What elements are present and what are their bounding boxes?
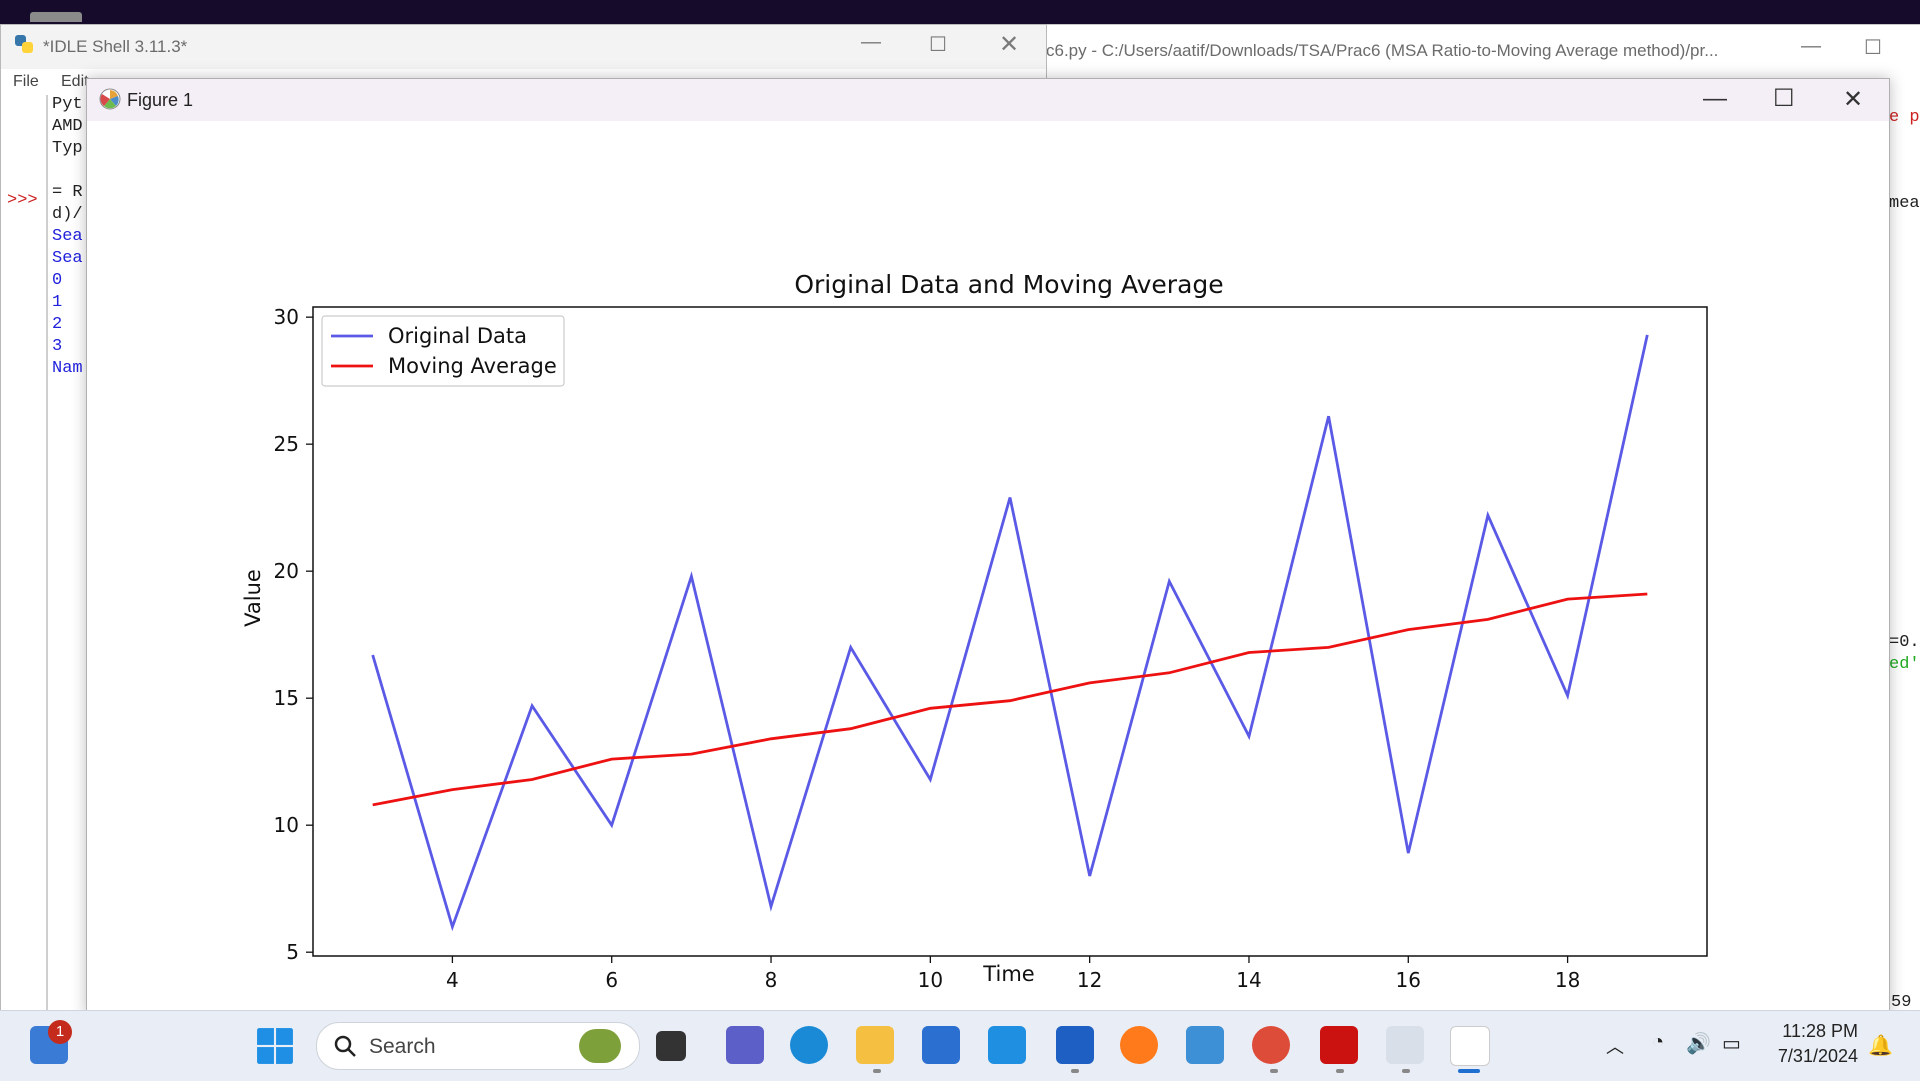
legend-label: Moving Average	[388, 354, 557, 378]
chart-area: Original Data and Moving Average Time Va…	[87, 121, 1887, 1013]
editor-code-fragment: mea	[1889, 194, 1920, 213]
notification-bell-icon[interactable]: 🔔	[1868, 1033, 1893, 1058]
figure-close-button[interactable]: ✕	[1843, 85, 1863, 114]
teams-icon[interactable]	[726, 1026, 764, 1064]
legend-label: Original Data	[388, 324, 527, 348]
editor-code-fragment: =0.	[1889, 633, 1920, 652]
shell-output-line: 2	[52, 315, 62, 334]
firefox-icon[interactable]	[1120, 1026, 1158, 1064]
shell-output-line: 3	[52, 337, 62, 356]
idle-title: *IDLE Shell 3.11.3*	[43, 37, 187, 57]
y-tick-label: 30	[274, 305, 299, 329]
edge-icon[interactable]	[790, 1026, 828, 1064]
start-icon[interactable]	[256, 1027, 294, 1065]
search-box[interactable]: Search	[316, 1022, 640, 1070]
editor-minimize-button[interactable]: —	[1801, 35, 1821, 58]
running-indicator	[1270, 1069, 1278, 1073]
search-icon	[333, 1034, 357, 1058]
active-indicator	[1458, 1069, 1480, 1073]
x-tick-label: 4	[446, 968, 459, 992]
file-explorer-icon[interactable]	[856, 1026, 894, 1064]
x-tick-label: 6	[605, 968, 618, 992]
editor-code-fragment: ed'	[1889, 655, 1920, 674]
shell-prompt: >>>	[7, 191, 38, 210]
avocado-icon	[579, 1029, 621, 1063]
python-icon	[13, 33, 35, 55]
x-tick-label: 10	[918, 968, 943, 992]
y-tick-label: 5	[286, 940, 299, 964]
running-indicator	[1071, 1069, 1079, 1073]
idle-maximize-button[interactable]: ☐	[929, 32, 947, 57]
notepad-icon[interactable]	[1186, 1026, 1224, 1064]
matplotlib-icon	[99, 88, 121, 110]
notification-badge: 1	[48, 1020, 72, 1044]
chevron-up-icon[interactable]: ︿	[1606, 1033, 1624, 1059]
running-indicator	[873, 1069, 881, 1073]
python-idle-taskbar-icon[interactable]	[1386, 1026, 1424, 1064]
idle-minimize-button[interactable]: —	[861, 31, 881, 54]
running-indicator	[1402, 1069, 1410, 1073]
store-icon[interactable]	[922, 1026, 960, 1064]
battery-icon[interactable]: ▭	[1722, 1031, 1741, 1056]
taskbar: 1 Search ︿ ◔ 🔊 ▭ 11:28 PM 7/31/2024 🔔	[0, 1010, 1920, 1081]
figure-minimize-button[interactable]: —	[1703, 85, 1727, 113]
shell-output-line: Typ	[52, 139, 83, 158]
clock-time[interactable]: 11:28 PM	[1768, 1021, 1858, 1042]
volume-icon[interactable]: 🔊	[1686, 1031, 1711, 1056]
x-tick-label: 14	[1236, 968, 1261, 992]
figure-window[interactable]: Figure 1 — ☐ ✕ Original Data and Moving …	[86, 78, 1890, 1016]
y-tick-label: 20	[274, 559, 299, 583]
editor-title: c6.py - C:/Users/aatif/Downloads/TSA/Pra…	[1046, 41, 1718, 61]
chrome-icon[interactable]	[1252, 1026, 1290, 1064]
menu-file[interactable]: File	[13, 73, 39, 91]
clock-date[interactable]: 7/31/2024	[1758, 1046, 1858, 1067]
x-tick-label: 18	[1555, 968, 1580, 992]
shell-output-line: = R	[52, 183, 83, 202]
running-indicator	[1336, 1069, 1344, 1073]
x-tick-label: 8	[765, 968, 778, 992]
shell-output-line: 0	[52, 271, 62, 290]
figure-titlebar[interactable]: Figure 1 — ☐ ✕	[87, 79, 1889, 121]
task-view-icon[interactable]	[656, 1031, 686, 1061]
desktop-tab	[30, 12, 82, 22]
editor-code-fragment: e p	[1889, 108, 1920, 127]
shell-output-line: d)/	[52, 205, 83, 224]
chart-title: Original Data and Moving Average	[794, 270, 1223, 299]
matplotlib-taskbar-icon[interactable]	[1450, 1026, 1490, 1066]
idle-gutter: >>>	[1, 95, 48, 1015]
x-tick-label: 16	[1396, 968, 1421, 992]
shell-output-line: Pyt	[52, 95, 83, 114]
wifi-icon[interactable]: ◔	[1652, 1031, 1664, 1054]
acrobat-icon[interactable]	[1320, 1026, 1358, 1064]
idle-titlebar[interactable]: *IDLE Shell 3.11.3* — ☐ ✕	[1, 25, 1046, 65]
figure-title: Figure 1	[127, 90, 193, 111]
y-axis-label: Value	[241, 569, 265, 627]
shell-output-line: Nam	[52, 359, 83, 378]
mail-icon[interactable]	[988, 1026, 1026, 1064]
shell-output-line: Sea	[52, 249, 83, 268]
y-tick-label: 10	[274, 813, 299, 837]
figure-maximize-button[interactable]: ☐	[1773, 84, 1795, 113]
idle-close-button[interactable]: ✕	[999, 30, 1019, 59]
shell-output-line: Sea	[52, 227, 83, 246]
x-axis-label: Time	[982, 962, 1034, 986]
plot-frame	[313, 307, 1707, 956]
y-tick-label: 25	[274, 432, 299, 456]
shell-output-line: AMD	[52, 117, 83, 136]
editor-maximize-button[interactable]: ☐	[1864, 35, 1882, 60]
y-tick-label: 15	[274, 686, 299, 710]
search-label: Search	[369, 1035, 436, 1059]
x-tick-label: 12	[1077, 968, 1102, 992]
menu-edit[interactable]: Edit	[61, 73, 89, 91]
word-icon[interactable]	[1056, 1026, 1094, 1064]
shell-output-line: 1	[52, 293, 62, 312]
